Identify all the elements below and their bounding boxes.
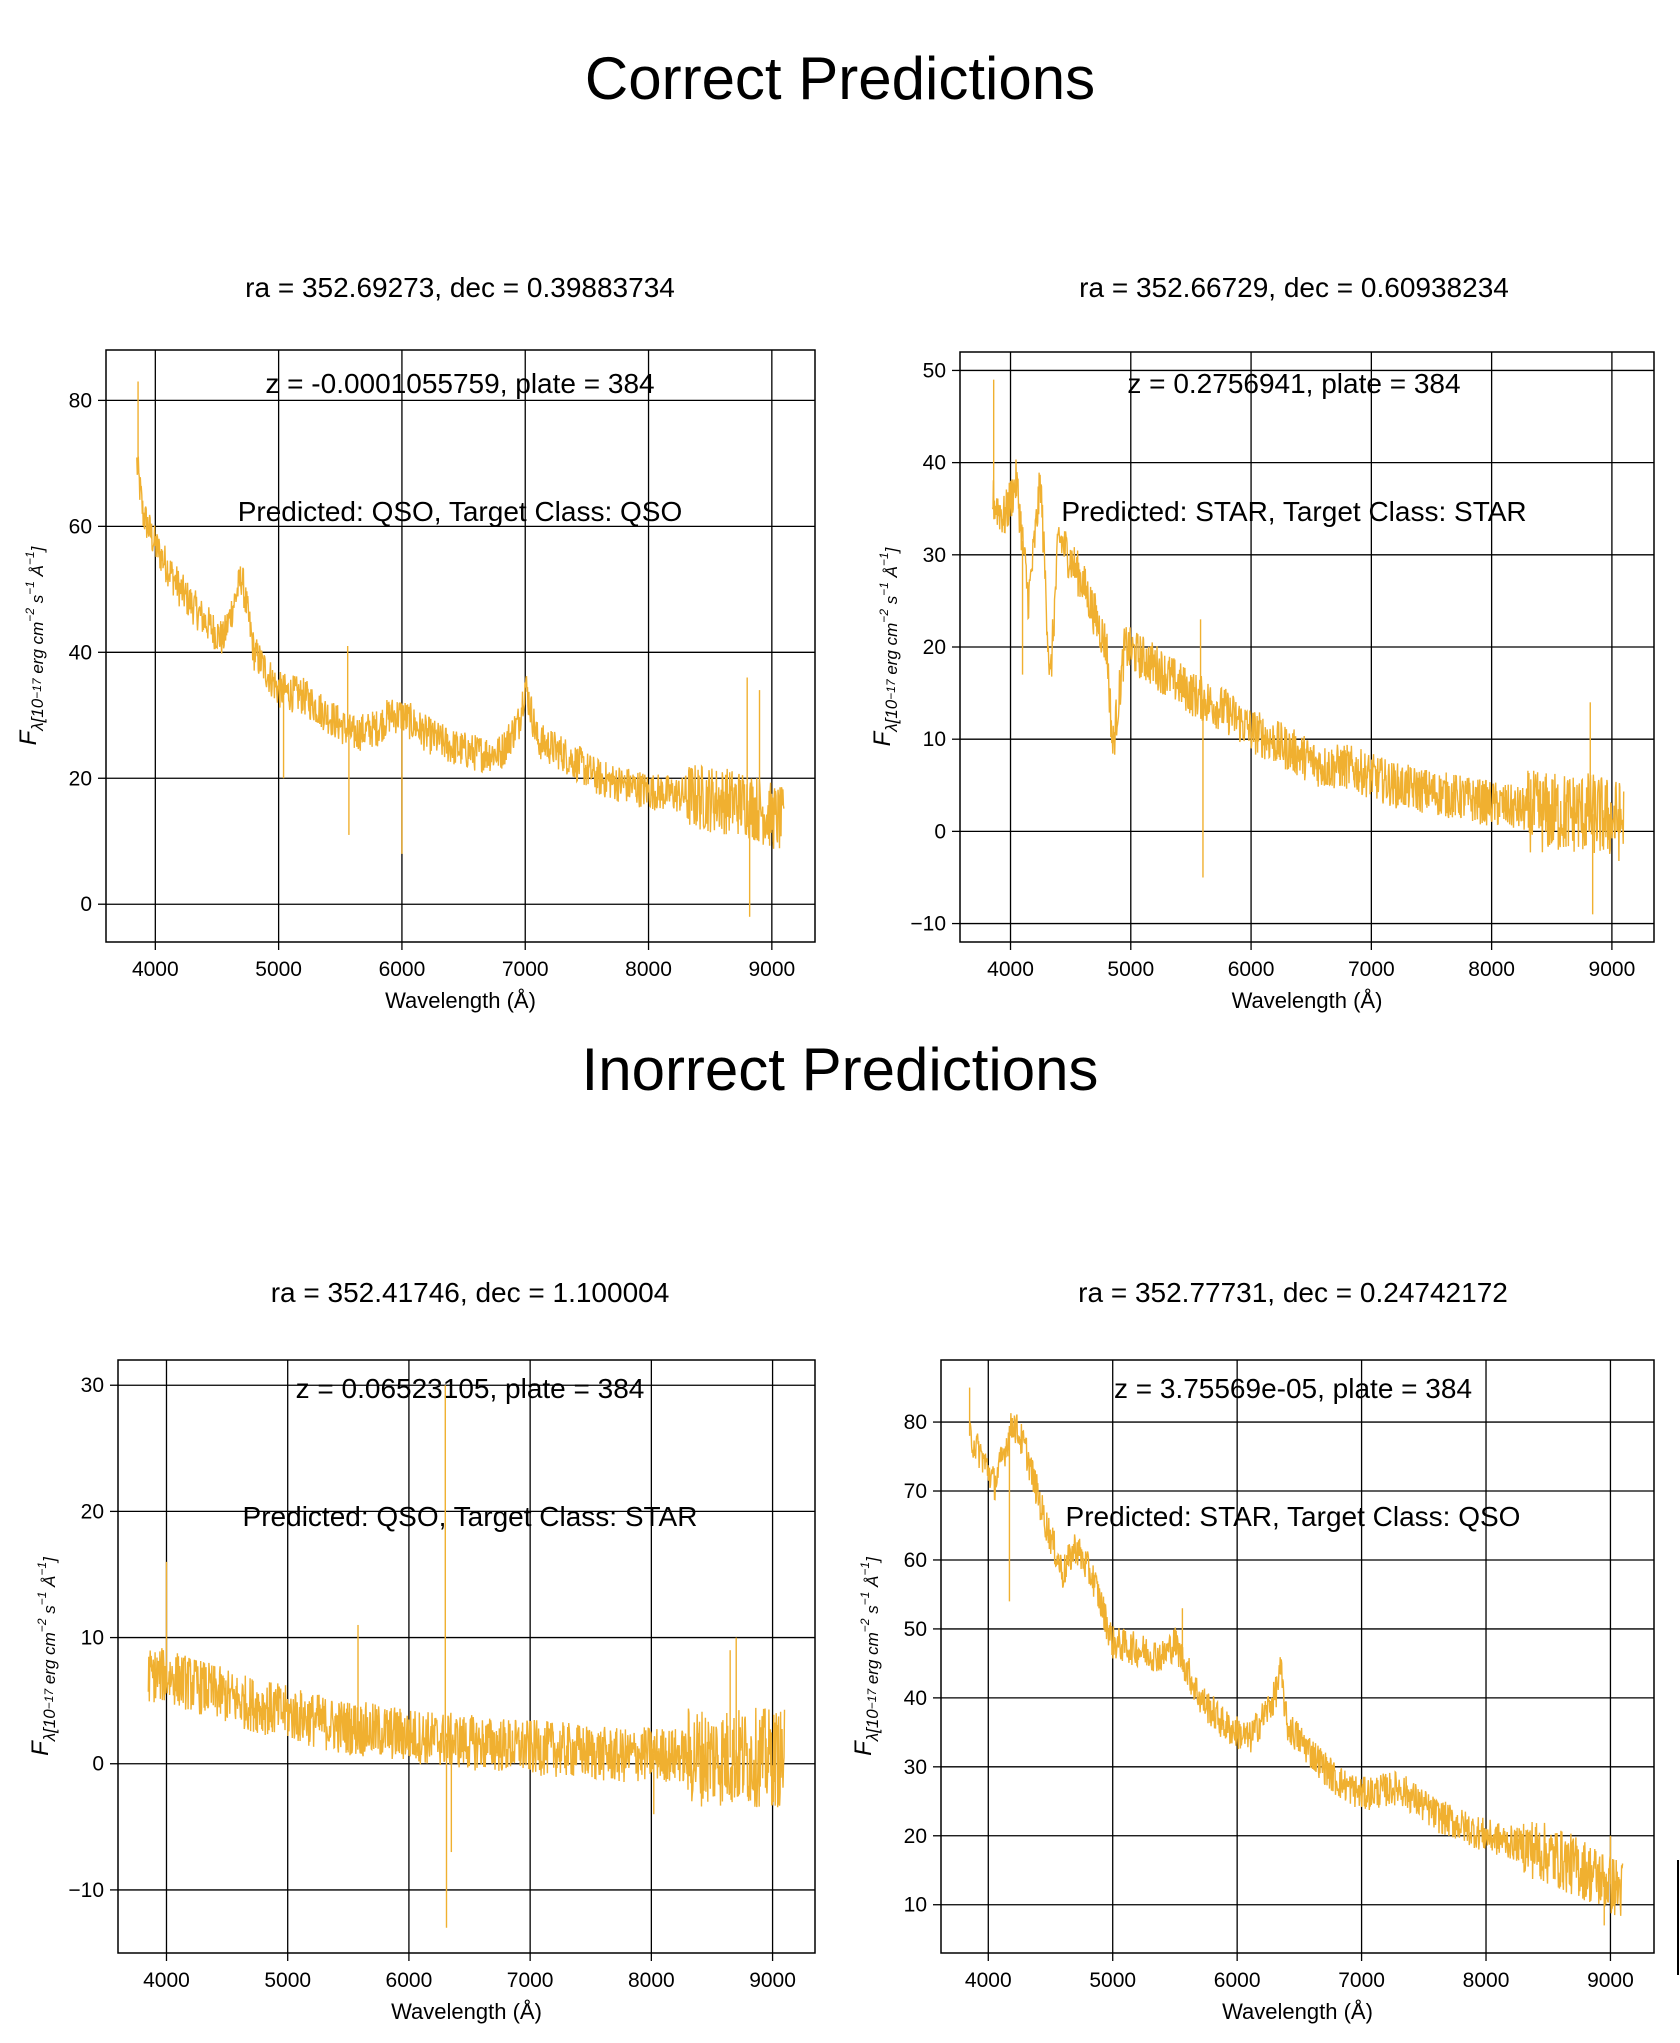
x-axis-label: Wavelength (Å)	[391, 1999, 542, 2024]
x-tick-label: 7000	[502, 958, 549, 981]
x-tick-label: 9000	[1589, 958, 1636, 981]
x-tick-label: 6000	[1228, 958, 1275, 981]
panel-coords: ra = 352.69273, dec = 0.39883734	[245, 272, 675, 303]
x-tick-label: 5000	[1107, 958, 1154, 981]
y-tick-label: 10	[904, 1894, 927, 1917]
y-axis-label: Fλ[10−17 erg cm−2 s−1 Å−1]	[850, 1556, 882, 1756]
axes-frame	[117, 1359, 816, 1954]
x-tick-label: 9000	[748, 958, 795, 981]
x-tick-label: 4000	[987, 958, 1034, 981]
y-tick-label: 50	[904, 1618, 927, 1641]
panel-prediction: Predicted: QSO, Target Class: QSO	[237, 496, 683, 527]
y-tick-label: 30	[923, 544, 946, 567]
x-tick-label: 6000	[1214, 1969, 1261, 1992]
panel-redshift: z = -0.0001055759, plate = 384	[265, 368, 655, 399]
y-tick-label: 60	[904, 1549, 927, 1572]
panel-title-4: ra = 352.77731, dec = 0.24742172 z = 3.7…	[943, 1213, 1643, 1565]
x-axis-label: Wavelength (Å)	[1232, 988, 1383, 1013]
panel-coords: ra = 352.41746, dec = 1.100004	[270, 1277, 670, 1308]
x-tick-label: 6000	[386, 1969, 433, 1992]
y-tick-label: 0	[80, 893, 92, 916]
y-tick-label: 20	[81, 1500, 104, 1523]
x-tick-label: 8000	[1468, 958, 1515, 981]
y-tick-label: 0	[934, 820, 946, 843]
axes-frame	[959, 351, 1655, 943]
panel-prediction: Predicted: QSO, Target Class: STAR	[242, 1501, 698, 1532]
x-tick-label: 5000	[1089, 1969, 1136, 1992]
y-tick-label: 20	[69, 767, 92, 790]
spectrum-line	[968, 1413, 1624, 1916]
x-tick-label: 4000	[965, 1969, 1012, 1992]
x-tick-label: 6000	[379, 958, 426, 981]
section-title-incorrect: Inorrect Predictions	[581, 1036, 1099, 1103]
spectrum-line	[991, 459, 1625, 862]
y-tick-label: 20	[923, 636, 946, 659]
y-tick-label: −10	[910, 913, 946, 936]
x-axis-label: Wavelength (Å)	[385, 988, 536, 1013]
y-tick-label: 10	[81, 1627, 104, 1650]
panel-redshift: z = 0.06523105, plate = 384	[295, 1373, 645, 1404]
section-title-correct: Correct Predictions	[584, 45, 1096, 112]
y-tick-label: 80	[69, 389, 92, 412]
x-tick-label: 8000	[1463, 1969, 1510, 1992]
x-tick-label: 9000	[1587, 1969, 1634, 1992]
y-axis-label: Fλ[10−17 erg cm−2 s−1 Å−1]	[869, 546, 901, 746]
y-tick-label: 40	[69, 641, 92, 664]
x-tick-label: 8000	[628, 1969, 675, 1992]
x-axis-label: Wavelength (Å)	[1222, 1999, 1373, 2024]
chart-3: 4000 5000 6000 7000 8000 9000 −10 0 10 20 30 Wavele…	[27, 1359, 816, 2024]
axes-frame	[105, 349, 816, 943]
y-axis-label: Fλ[10−17 erg cm−2 s−1 Å−1]	[27, 1556, 59, 1756]
panel-title-3: ra = 352.41746, dec = 1.100004 z = 0.065…	[120, 1213, 820, 1565]
x-tick-label: 5000	[255, 958, 302, 981]
chart-2: 4000 5000 6000 7000 8000 9000 −10 0 10 20 30 40 50 Wa…	[869, 351, 1655, 1013]
x-tick-label: 8000	[625, 958, 672, 981]
x-tick-label: 4000	[132, 958, 179, 981]
x-tick-label: 7000	[1338, 1969, 1385, 1992]
spectrum-line	[147, 1648, 786, 1808]
y-tick-label: 20	[904, 1825, 927, 1848]
y-axis-label: Fλ[10−17 erg cm−2 s−1 Å−1]	[15, 545, 47, 745]
y-tick-label: 60	[69, 515, 92, 538]
x-tick-label: 7000	[507, 1969, 554, 1992]
x-tick-label: 7000	[1348, 958, 1395, 981]
y-tick-label: 0	[92, 1753, 104, 1776]
panel-coords: ra = 352.66729, dec = 0.60938234	[1079, 272, 1509, 303]
y-tick-label: −10	[68, 1879, 104, 1902]
y-tick-label: 40	[923, 452, 946, 475]
y-tick-label: 80	[904, 1411, 927, 1434]
y-tick-label: 50	[923, 359, 946, 382]
chart-4: 4000 5000 6000 7000 8000 9000 10 20 30 40 50 60 70 80…	[850, 1359, 1655, 2024]
x-tick-label: 4000	[143, 1969, 190, 1992]
y-tick-label: 30	[81, 1374, 104, 1397]
y-tick-label: 10	[923, 728, 946, 751]
y-tick-label: 40	[904, 1687, 927, 1710]
axes-frame	[940, 1359, 1655, 1954]
spectrum-line	[136, 456, 785, 849]
panel-prediction: Predicted: STAR, Target Class: QSO	[1065, 1501, 1521, 1532]
panel-coords: ra = 352.77731, dec = 0.24742172	[1078, 1277, 1508, 1308]
panel-title-1: ra = 352.69273, dec = 0.39883734 z = -0.…	[110, 208, 810, 560]
x-tick-label: 9000	[749, 1969, 796, 1992]
x-tick-label: 5000	[264, 1969, 311, 1992]
chart-1: 4000 5000 6000 7000 8000 9000 0 20 40 60 80 Wavelen…	[15, 349, 816, 1013]
y-tick-label: 30	[904, 1756, 927, 1779]
panel-redshift: z = 3.75569e-05, plate = 384	[1113, 1373, 1473, 1404]
panel-prediction: Predicted: STAR, Target Class: STAR	[1061, 496, 1527, 527]
y-tick-label: 70	[904, 1480, 927, 1503]
